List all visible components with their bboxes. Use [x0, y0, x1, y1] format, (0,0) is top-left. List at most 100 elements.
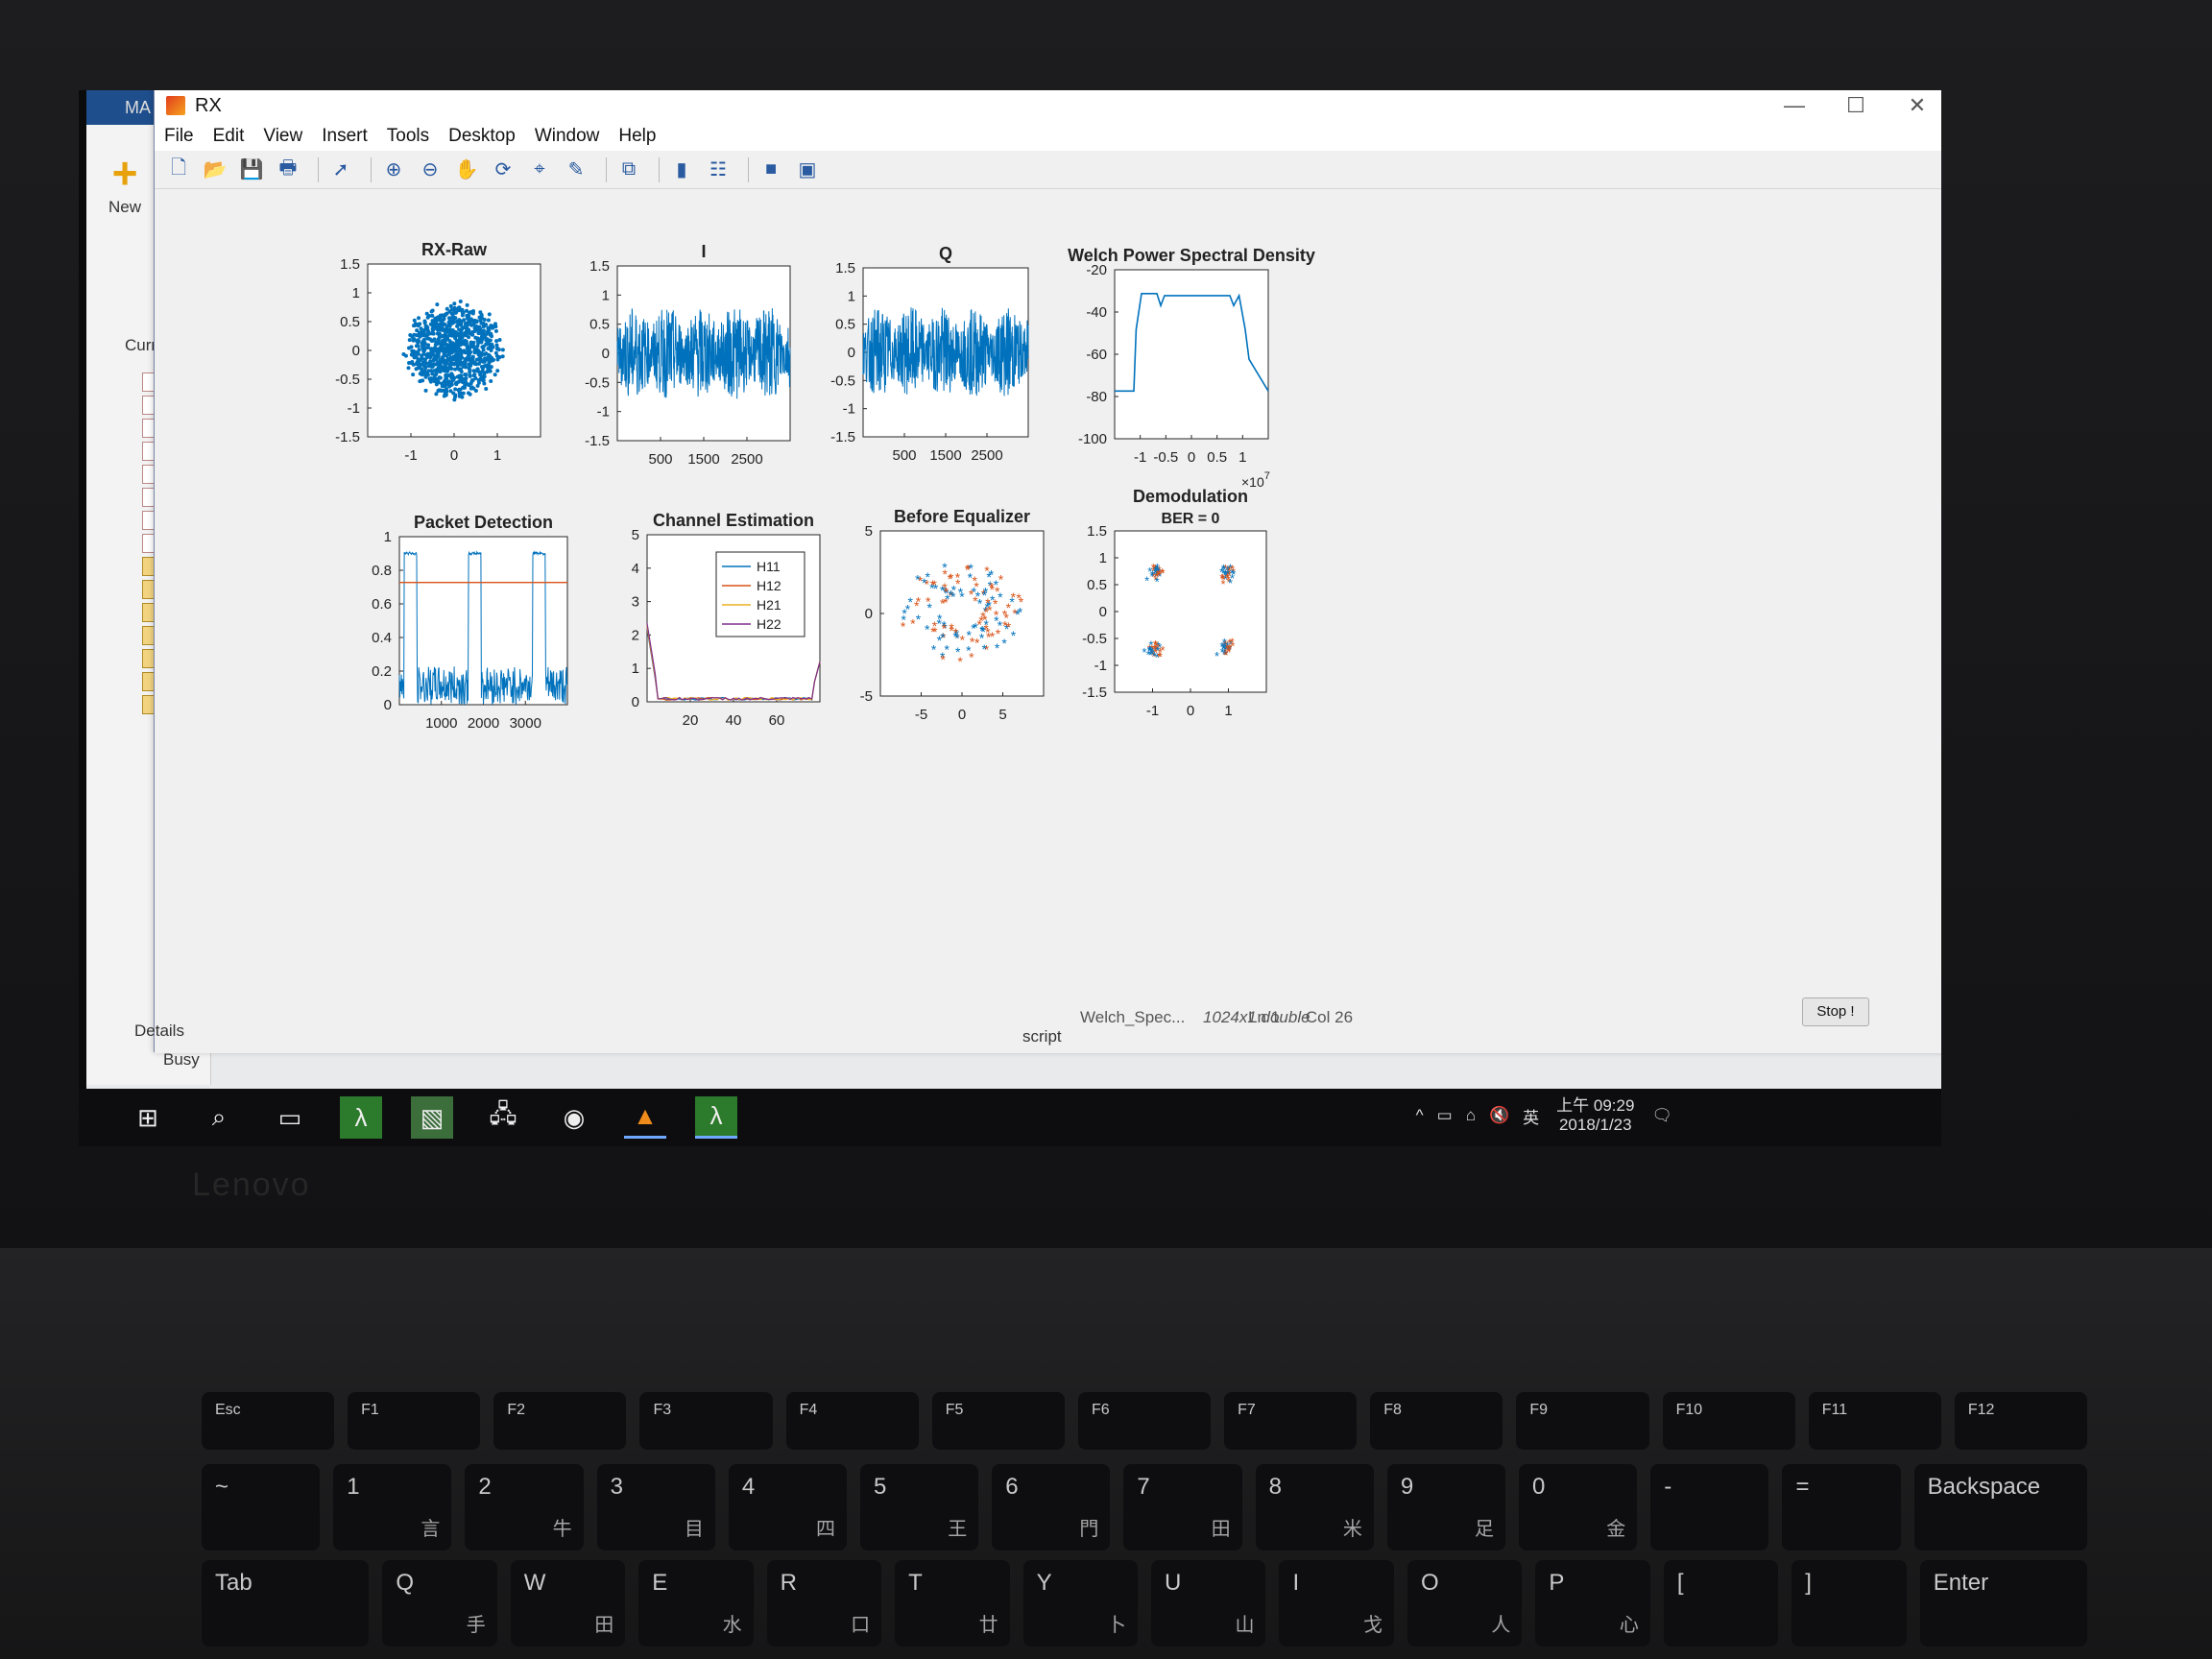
minimize-icon[interactable]: — — [1784, 93, 1805, 117]
windows-start-icon[interactable]: ⊞ — [137, 1102, 158, 1132]
pointer-icon[interactable]: ➚ — [332, 159, 349, 180]
demod-point: * — [1153, 638, 1158, 653]
menu-help[interactable]: Help — [618, 126, 657, 146]
chrome-icon[interactable]: ◉ — [563, 1102, 586, 1132]
brush-icon[interactable]: ✎ — [567, 159, 585, 180]
data-cursor-icon[interactable]: ⌖ — [534, 158, 545, 180]
x-tick-label: 2500 — [971, 447, 1002, 464]
app-lambda-icon[interactable]: λ — [340, 1096, 382, 1139]
legend-icon[interactable]: ☷ — [709, 159, 727, 180]
figure-titlebar[interactable]: RX — ☐ ✕ — [155, 90, 1941, 122]
key-bracket-left[interactable]: [ — [1663, 1560, 1779, 1647]
maximize-icon[interactable]: ☐ — [1846, 93, 1865, 117]
print-icon[interactable]: 🖶 — [278, 156, 298, 179]
key-equals[interactable]: = — [1782, 1464, 1901, 1551]
key-f3[interactable]: F3 — [639, 1392, 773, 1450]
y-tick-label: 1 — [1099, 550, 1107, 566]
save-icon[interactable]: 💾 — [239, 159, 264, 180]
data-point — [450, 341, 455, 346]
menu-edit[interactable]: Edit — [212, 126, 245, 146]
close-icon[interactable]: ✕ — [1908, 93, 1927, 117]
app-image-icon[interactable]: ▧ — [411, 1096, 453, 1139]
search-icon[interactable]: ⌕ — [211, 1102, 227, 1131]
colorbar-icon[interactable]: ▮ — [676, 159, 687, 180]
key-f6[interactable]: F6 — [1077, 1392, 1212, 1450]
rotate-icon[interactable]: ⟳ — [494, 159, 512, 180]
key-tab[interactable]: Tab — [202, 1560, 370, 1647]
network-app-icon[interactable]: 🖧 — [489, 1099, 517, 1128]
battery-icon[interactable]: ▭ — [1436, 1106, 1453, 1124]
zoom-out-icon[interactable]: ⊖ — [421, 159, 439, 180]
app-lambda-icon-2[interactable]: λ — [695, 1096, 737, 1139]
pan-icon[interactable]: ✋ — [454, 159, 479, 180]
script-status: script — [1022, 1027, 1062, 1046]
menu-view[interactable]: View — [263, 126, 303, 146]
clock[interactable]: 上午 09:29 2018/1/23 — [1556, 1096, 1634, 1135]
menu-file[interactable]: File — [164, 126, 194, 146]
network-icon[interactable]: ⌂ — [1465, 1106, 1476, 1124]
key-bracket-right[interactable]: ] — [1791, 1560, 1907, 1647]
key-f9[interactable]: F9 — [1516, 1392, 1649, 1450]
workspace-variable[interactable]: Welch_Spec... 1024x1 double — [1080, 1008, 1310, 1027]
key-f8[interactable]: F8 — [1370, 1392, 1503, 1450]
key-f12[interactable]: F12 — [1954, 1392, 2088, 1450]
key-f4[interactable]: F4 — [785, 1392, 919, 1450]
menu-insert[interactable]: Insert — [322, 126, 368, 146]
data-point — [445, 369, 449, 373]
menu-window[interactable]: Window — [534, 126, 600, 146]
open-icon[interactable]: 📂 — [203, 159, 228, 180]
link-plot-icon[interactable]: ⧉ — [621, 158, 637, 180]
zoom-in-icon[interactable]: ⊕ — [385, 159, 402, 180]
ime-indicator[interactable]: 英 — [1523, 1108, 1540, 1127]
key-f2[interactable]: F2 — [493, 1392, 627, 1450]
stop-button[interactable]: Stop ! — [1802, 998, 1869, 1026]
menu-tools[interactable]: Tools — [386, 126, 430, 146]
key-tilde[interactable]: ~ — [202, 1464, 321, 1551]
key-minus[interactable]: - — [1650, 1464, 1769, 1551]
constellation-point: * — [985, 595, 991, 611]
constellation-point: * — [943, 594, 949, 610]
task-view-icon[interactable]: ▭ — [277, 1102, 302, 1132]
data-point — [473, 375, 478, 380]
dock-icon[interactable]: ▣ — [798, 159, 817, 180]
key-backspace[interactable]: Backspace — [1913, 1464, 2087, 1551]
hide-tools-icon[interactable]: ■ — [764, 158, 778, 180]
data-point — [412, 332, 417, 337]
key-enter[interactable]: Enter — [1919, 1560, 2088, 1647]
new-figure-icon[interactable]: 🗋 — [170, 156, 187, 179]
matlab-taskbar-icon[interactable]: ▲ — [624, 1096, 666, 1139]
key-f11[interactable]: F11 — [1808, 1392, 1941, 1450]
key-f7[interactable]: F7 — [1224, 1392, 1358, 1450]
new-button[interactable]: + New — [96, 151, 154, 240]
notification-icon[interactable]: 🗨 — [1651, 1106, 1672, 1124]
key-f1[interactable]: F1 — [348, 1392, 481, 1450]
key-esc[interactable]: Esc — [202, 1392, 335, 1450]
matlab-tab[interactable]: MA — [125, 98, 151, 117]
volume-icon[interactable]: 🔇 — [1488, 1106, 1510, 1124]
tray-chevron-icon[interactable]: ^ — [1415, 1106, 1424, 1124]
menu-desktop[interactable]: Desktop — [448, 126, 516, 146]
demod-point: * — [1153, 573, 1158, 588]
key-f10[interactable]: F10 — [1662, 1392, 1795, 1450]
key-f5[interactable]: F5 — [931, 1392, 1065, 1450]
